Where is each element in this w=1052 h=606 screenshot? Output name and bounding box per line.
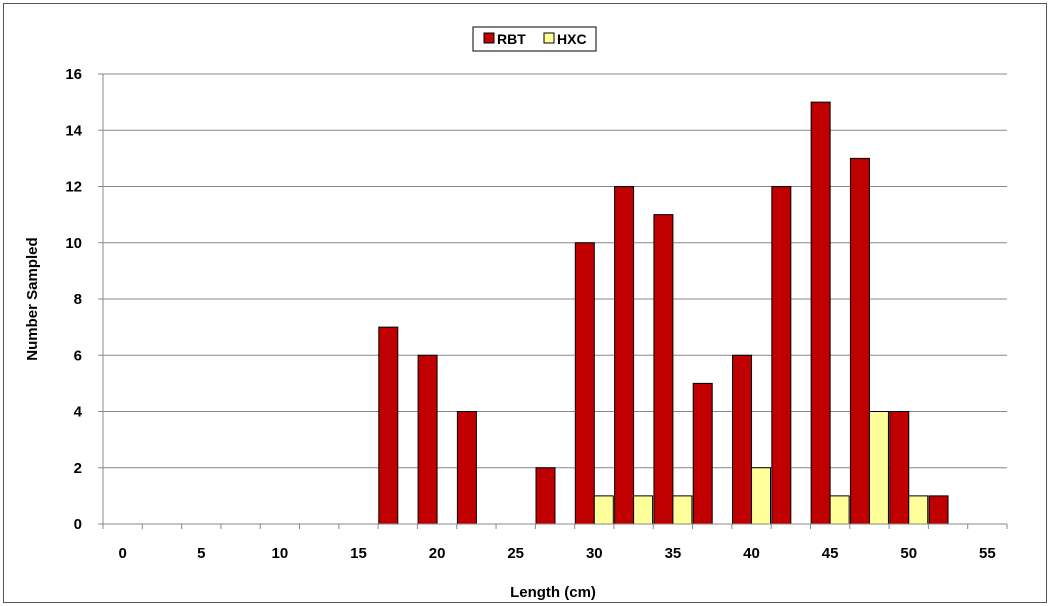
axes bbox=[98, 73, 1008, 529]
x-tick-label: 15 bbox=[350, 545, 367, 562]
legend-label-hxc: HXC bbox=[557, 31, 587, 47]
bar-hxc bbox=[633, 495, 654, 525]
x-tick-label: 55 bbox=[979, 545, 996, 562]
y-tick-label: 14 bbox=[65, 122, 82, 139]
bar-hxc bbox=[593, 495, 614, 525]
bar-rbt bbox=[771, 186, 792, 525]
y-tick-label: 8 bbox=[74, 291, 82, 308]
x-tick-label: 0 bbox=[118, 545, 126, 562]
tick-labels: 0 2 4 6 8 10 12 14 16 0 5 10 15 20 25 30 35 40 45 50 55 bbox=[65, 66, 995, 562]
bar-rbt bbox=[810, 101, 831, 525]
bar-rbt bbox=[456, 411, 477, 525]
x-tick-label: 30 bbox=[586, 545, 603, 562]
bar-rbt bbox=[614, 186, 635, 525]
x-axis-title: Length (cm) bbox=[510, 584, 596, 601]
bar-rbt bbox=[417, 354, 438, 525]
y-tick-label: 4 bbox=[74, 404, 83, 421]
legend-swatch-rbt bbox=[483, 32, 495, 44]
y-tick-label: 10 bbox=[65, 235, 82, 252]
legend: RBT HXC bbox=[472, 26, 597, 52]
bar-rbt bbox=[378, 326, 399, 525]
x-tick-label: 50 bbox=[900, 545, 917, 562]
bar-rbt bbox=[928, 495, 949, 525]
bar-rbt bbox=[535, 467, 556, 525]
y-tick-label: 6 bbox=[74, 347, 82, 364]
bar-hxc bbox=[908, 495, 929, 525]
y-tick-label: 12 bbox=[65, 179, 82, 196]
bar-rbt bbox=[653, 214, 674, 525]
x-tick-label: 45 bbox=[822, 545, 839, 562]
bar-hxc bbox=[672, 495, 693, 525]
bars bbox=[378, 101, 949, 525]
bar-rbt bbox=[849, 157, 870, 525]
x-tick-label: 5 bbox=[197, 545, 205, 562]
x-tick-label: 10 bbox=[272, 545, 289, 562]
x-tick-label: 40 bbox=[743, 545, 760, 562]
bar-rbt bbox=[574, 242, 595, 525]
bar-rbt bbox=[889, 411, 910, 525]
bar-rbt bbox=[692, 382, 713, 525]
legend-swatch-hxc bbox=[543, 32, 555, 44]
y-tick-label: 0 bbox=[74, 516, 82, 533]
x-tick-label: 25 bbox=[507, 545, 524, 562]
y-tick-label: 2 bbox=[74, 460, 82, 477]
legend-label-rbt: RBT bbox=[497, 31, 526, 47]
gridlines bbox=[103, 73, 1007, 469]
bar-hxc bbox=[829, 495, 850, 525]
bar-hxc bbox=[751, 467, 772, 525]
y-axis-title: Number Sampled bbox=[24, 237, 41, 360]
bar-rbt bbox=[732, 354, 753, 525]
bar-hxc bbox=[868, 411, 889, 525]
x-tick-label: 20 bbox=[429, 545, 446, 562]
x-tick-label: 35 bbox=[665, 545, 682, 562]
y-tick-label: 16 bbox=[65, 66, 82, 83]
